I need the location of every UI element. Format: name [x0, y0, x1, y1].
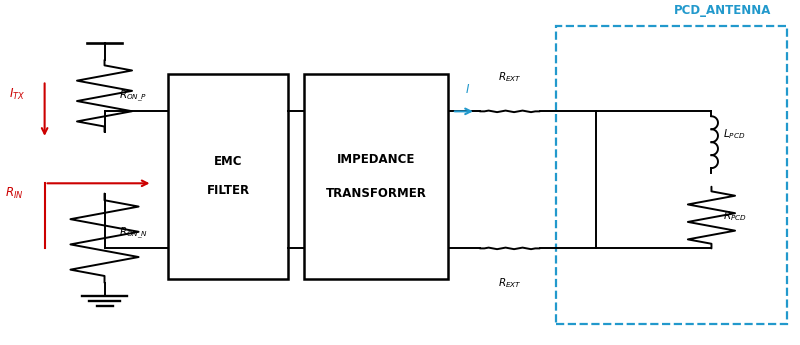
Text: $R_{EXT}$: $R_{EXT}$ [498, 276, 522, 289]
Text: PCD_ANTENNA: PCD_ANTENNA [674, 4, 771, 17]
Bar [304, 74, 448, 279]
Text: $R_{ON\_N}$: $R_{ON\_N}$ [119, 225, 148, 240]
Text: $R_{PCD}$: $R_{PCD}$ [723, 209, 747, 223]
Bar [556, 26, 787, 324]
Text: $L_{PCD}$: $L_{PCD}$ [723, 127, 746, 140]
Text: EMC: EMC [214, 155, 242, 168]
Text: IMPEDANCE: IMPEDANCE [337, 153, 415, 166]
Bar [169, 74, 288, 279]
Text: $R_{EXT}$: $R_{EXT}$ [498, 70, 522, 84]
Text: $I_{TX}$: $I_{TX}$ [9, 87, 25, 102]
Text: TRANSFORMER: TRANSFORMER [326, 187, 426, 200]
Text: $R_{ON\_P}$: $R_{ON\_P}$ [119, 88, 147, 104]
Text: I: I [466, 83, 470, 96]
Text: FILTER: FILTER [206, 184, 250, 197]
Text: $R_{IN}$: $R_{IN}$ [5, 186, 23, 201]
